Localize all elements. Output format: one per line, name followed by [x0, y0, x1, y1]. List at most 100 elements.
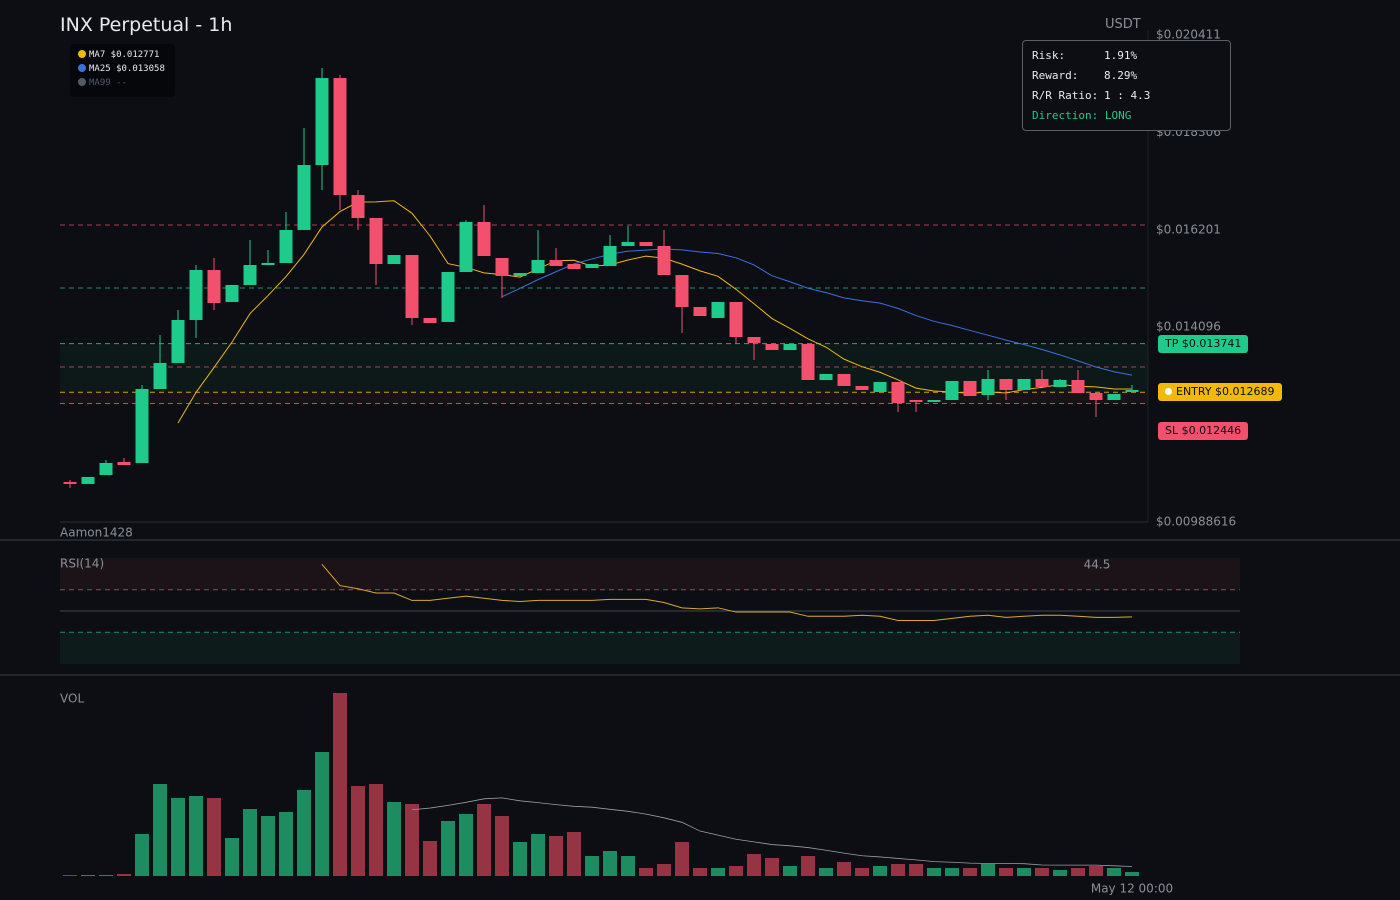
entry-dot: [1165, 388, 1172, 396]
candle-body: [369, 218, 383, 264]
candle-body: [873, 381, 887, 392]
volume-bar: [153, 784, 167, 876]
volume-bar: [999, 868, 1013, 876]
volume-bar: [549, 836, 563, 876]
candle-body: [441, 272, 455, 322]
candle-body: [531, 260, 545, 274]
rsi-line: [321, 564, 1133, 622]
candle-body: [999, 378, 1013, 390]
volume-bar: [531, 834, 545, 876]
ma-legend: MA7 $0.012771 MA25 $0.013058 MA99 --: [70, 44, 175, 97]
volume-bar: [513, 842, 527, 876]
candle-body: [1125, 389, 1139, 392]
volume-bar: [729, 866, 743, 876]
candle-body: [243, 265, 257, 286]
volume-bar: [747, 854, 761, 876]
candle-body: [225, 285, 239, 302]
candle-body: [567, 263, 581, 269]
legend-dot: [78, 64, 86, 72]
volume-bar: [891, 864, 905, 876]
candle-body: [819, 373, 833, 381]
sl-tag: SL $0.012446: [1158, 421, 1249, 440]
candle-body: [63, 481, 77, 484]
entry-tag: ENTRY $0.012689: [1158, 383, 1282, 402]
volume-bar: [135, 834, 149, 876]
volume-ma-line: [411, 797, 1133, 867]
candle-body: [963, 380, 977, 397]
volume-bar: [837, 862, 851, 876]
volume-bar: [927, 868, 941, 876]
volume-bar: [405, 804, 419, 876]
candle-body: [1071, 380, 1085, 394]
candle-body: [711, 301, 725, 318]
y-tick-label: $0.016201: [1156, 222, 1221, 236]
volume-bar: [981, 864, 995, 876]
candle-body: [99, 462, 113, 475]
risk-box: Risk: 1.91% Reward: 8.29% R/R Ratio: 1 : 4.3 D…: [1022, 40, 1231, 131]
candle-body: [207, 270, 221, 304]
volume-bar: [225, 838, 239, 876]
volume-bar: [711, 868, 725, 876]
candle-body: [657, 245, 671, 276]
candle-body: [333, 78, 347, 196]
volume-bar: [423, 841, 437, 876]
candle-body: [927, 399, 941, 402]
volume-bar: [171, 798, 185, 876]
volume-bar: [477, 804, 491, 876]
volume-bar: [369, 784, 383, 876]
direction: Direction: LONG: [1032, 109, 1132, 122]
volume-bar: [1017, 868, 1031, 876]
volume-bar: [243, 809, 257, 876]
volume-bar: [81, 875, 95, 876]
candle-body: [459, 221, 473, 273]
candle-body: [135, 388, 149, 463]
volume-bar: [675, 842, 689, 876]
candle-body: [909, 399, 923, 402]
candle-body: [117, 461, 131, 466]
volume-bar: [783, 866, 797, 876]
rsi-overbought-zone: [60, 558, 1240, 590]
volume-bar: [693, 868, 707, 876]
candle-body: [981, 378, 995, 395]
volume-bar: [1071, 868, 1085, 876]
volume-bar: [351, 786, 365, 876]
x-tick-label: May 12 00:00: [1091, 882, 1173, 896]
rsi-value: 44.5: [1084, 558, 1111, 572]
candle-body: [261, 262, 275, 266]
candle-body: [1017, 378, 1031, 390]
loss-zone: [60, 392, 1148, 404]
volume-bar: [1125, 872, 1139, 876]
risk-key: R/R Ratio:: [1032, 89, 1099, 102]
candle-body: [837, 373, 851, 386]
legend-label: MA7 $0.012771: [89, 50, 160, 60]
candle-body: [945, 380, 959, 400]
candle-body: [405, 255, 419, 318]
candle-body: [639, 242, 653, 246]
volume-bar: [1035, 868, 1049, 876]
candle-body: [81, 476, 95, 484]
candle-body: [693, 306, 707, 317]
candle-body: [585, 263, 599, 268]
volume-bar: [945, 868, 959, 876]
candle-body: [189, 270, 203, 320]
volume-bar: [297, 790, 311, 876]
legend-item: MA99 --: [70, 76, 175, 90]
candle-body: [603, 245, 617, 266]
currency-label: USDT: [1105, 17, 1141, 32]
volume-bar: [909, 864, 923, 876]
candle-body: [1107, 393, 1121, 400]
volume-label: VOL: [60, 692, 84, 706]
risk-row: Reward: 8.29%: [1032, 66, 1221, 86]
volume-bar: [1107, 868, 1121, 876]
volume-bar: [495, 816, 509, 876]
candle-body: [351, 195, 365, 219]
volume-bar: [585, 856, 599, 876]
candle-body: [477, 221, 491, 256]
legend-item: MA7 $0.012771: [70, 48, 175, 62]
candle-body: [315, 78, 329, 166]
volume-bar: [1089, 866, 1103, 876]
candle-body: [1053, 380, 1067, 387]
candle-body: [891, 381, 905, 403]
candle-body: [765, 344, 779, 351]
